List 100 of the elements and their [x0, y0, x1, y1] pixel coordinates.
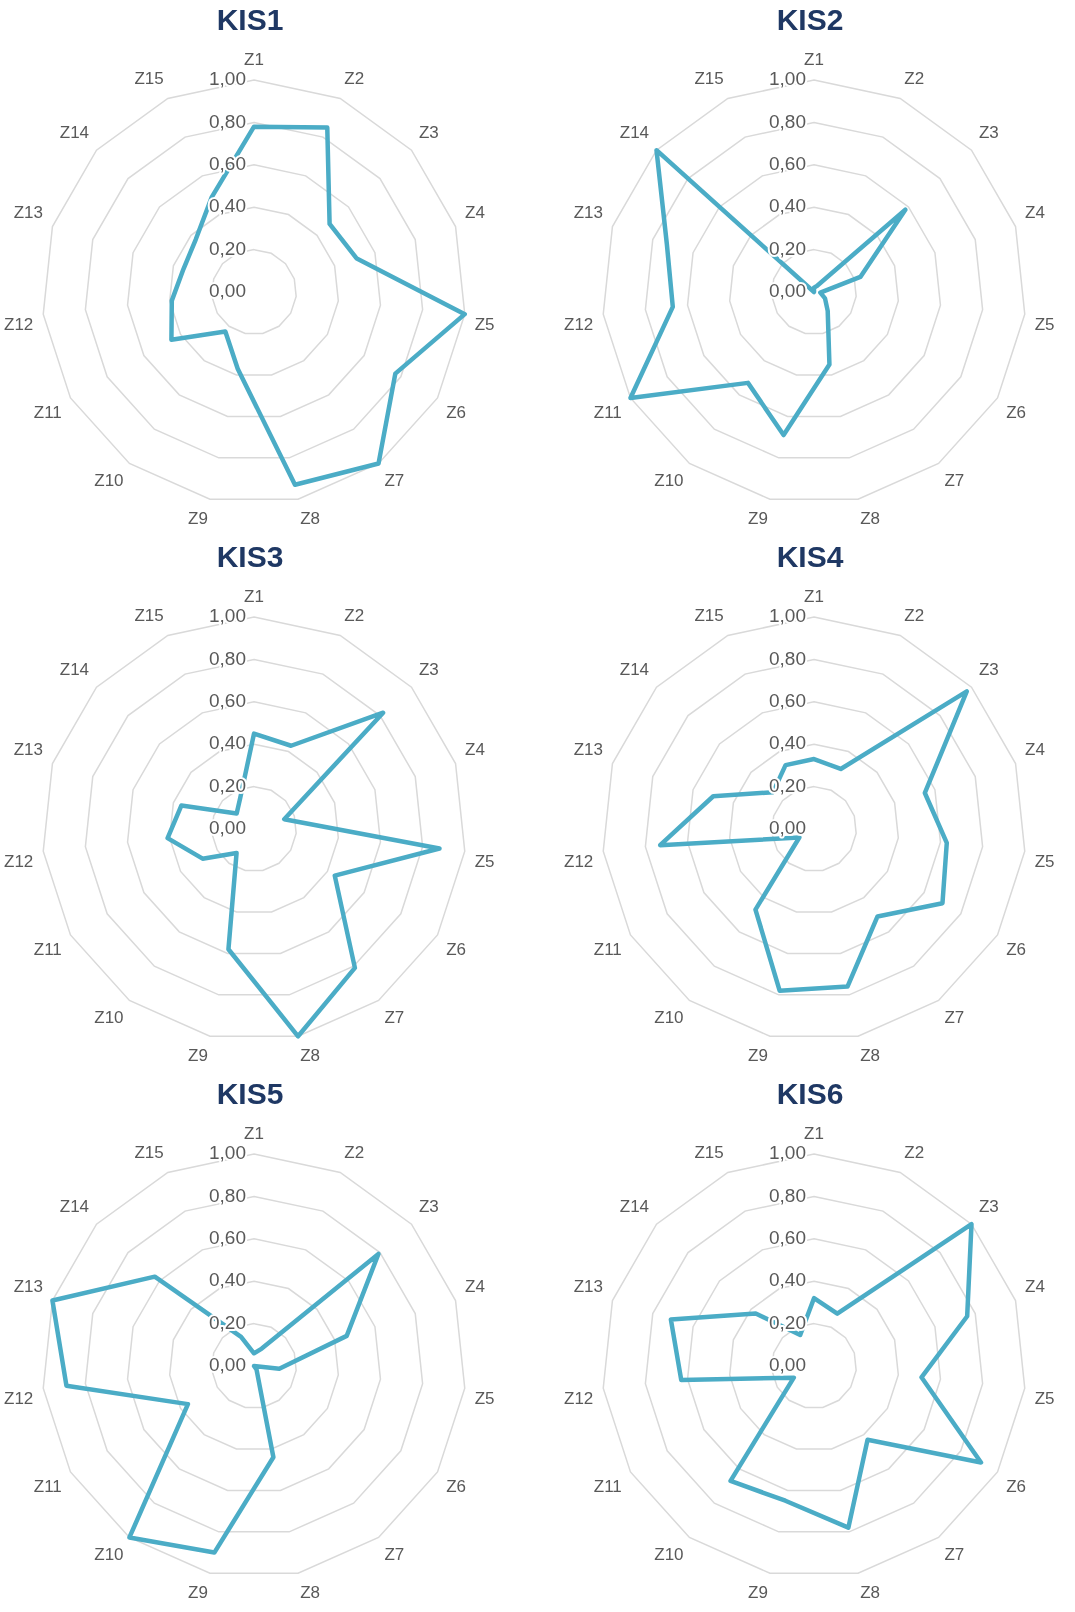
spoke-label: Z13 — [573, 202, 603, 222]
spoke-label: Z1 — [244, 586, 264, 606]
y-tick-label: 1,00 — [209, 68, 246, 90]
spoke-label: Z13 — [13, 739, 43, 759]
spoke-label: Z6 — [446, 1476, 467, 1496]
spoke-label: Z13 — [13, 202, 43, 222]
spoke-label: Z14 — [619, 1196, 650, 1216]
spoke-label: Z8 — [300, 508, 320, 528]
spoke-label: Z15 — [134, 605, 164, 625]
spoke-label: Z14 — [59, 1196, 90, 1216]
spoke-label: Z4 — [1025, 1276, 1045, 1296]
spoke-label: Z11 — [33, 939, 62, 959]
spoke-label: Z9 — [748, 1045, 768, 1065]
spoke-label: Z8 — [300, 1582, 320, 1602]
chart-title: KIS4 — [776, 540, 844, 574]
y-tick-label: 0,00 — [209, 280, 246, 302]
spoke-label: Z13 — [573, 739, 603, 759]
spoke-label: Z2 — [344, 605, 365, 625]
chart-title: KIS5 — [216, 1077, 284, 1111]
y-tick-label: 0,40 — [769, 195, 806, 217]
spoke-label: Z4 — [465, 739, 485, 759]
spoke-label: Z8 — [860, 1045, 880, 1065]
y-tick-label: 0,00 — [209, 1354, 246, 1376]
spoke-label: Z4 — [1025, 202, 1045, 222]
spoke-label: Z5 — [1034, 1389, 1055, 1409]
spoke-label: Z6 — [1006, 1476, 1027, 1496]
spoke-label: Z11 — [33, 1476, 62, 1496]
y-tick-label: 0,40 — [769, 732, 806, 754]
spoke-label: Z12 — [564, 852, 594, 872]
spoke-label: Z6 — [446, 402, 467, 422]
spoke-label: Z2 — [904, 68, 925, 88]
spoke-label: Z2 — [904, 605, 925, 625]
spoke-label: Z12 — [564, 1389, 594, 1409]
spoke-label: Z15 — [134, 68, 164, 88]
y-tick-label: 0,40 — [209, 1269, 246, 1291]
spoke-label: Z5 — [474, 1389, 495, 1409]
spoke-label: Z12 — [564, 315, 594, 335]
y-tick-label: 0,40 — [209, 195, 246, 217]
y-tick-label: 0,40 — [769, 1269, 806, 1291]
spoke-label: Z3 — [418, 659, 439, 679]
y-tick-label: 0,20 — [209, 237, 246, 259]
spoke-label: Z8 — [860, 1582, 880, 1602]
y-tick-label: 0,80 — [209, 110, 246, 132]
spoke-label: Z2 — [344, 1142, 365, 1162]
spoke-label: Z6 — [446, 939, 467, 959]
chart-title: KIS1 — [216, 3, 284, 37]
spoke-label: Z10 — [654, 1545, 684, 1565]
spoke-label: Z15 — [694, 1142, 724, 1162]
spoke-label: Z8 — [300, 1045, 320, 1065]
y-tick-label: 0,60 — [209, 1227, 246, 1249]
spoke-label: Z11 — [33, 402, 62, 422]
spoke-label: Z7 — [944, 1008, 965, 1028]
y-tick-label: 0,80 — [769, 1184, 806, 1206]
chart-title: KIS6 — [776, 1077, 844, 1111]
spoke-label: Z9 — [188, 508, 208, 528]
spoke-label: Z11 — [593, 1476, 622, 1496]
y-tick-label: 1,00 — [769, 605, 806, 627]
y-tick-label: 0,60 — [769, 153, 806, 175]
spoke-label: Z7 — [944, 1545, 965, 1565]
spoke-label: Z10 — [94, 1545, 124, 1565]
y-tick-label: 1,00 — [209, 1142, 246, 1164]
spoke-label: Z2 — [344, 68, 365, 88]
spoke-label: Z5 — [474, 852, 495, 872]
spoke-label: Z10 — [94, 471, 124, 491]
spoke-label: Z9 — [188, 1582, 208, 1602]
spoke-label: Z7 — [384, 471, 405, 491]
spoke-label: Z4 — [465, 202, 485, 222]
y-tick-label: 1,00 — [769, 68, 806, 90]
spoke-label: Z13 — [573, 1276, 603, 1296]
spoke-label: Z8 — [860, 508, 880, 528]
y-tick-label: 0,60 — [209, 690, 246, 712]
spoke-label: Z14 — [59, 122, 90, 142]
spoke-label: Z15 — [134, 1142, 164, 1162]
spoke-label: Z11 — [593, 402, 622, 422]
spoke-label: Z1 — [244, 49, 264, 69]
spoke-label: Z14 — [619, 659, 650, 679]
spoke-label: Z3 — [978, 659, 999, 679]
spoke-label: Z14 — [619, 122, 650, 142]
y-tick-label: 0,20 — [769, 237, 806, 259]
spoke-label: Z7 — [384, 1545, 405, 1565]
spoke-label: Z5 — [1034, 315, 1055, 335]
y-tick-label: 0,00 — [209, 817, 246, 839]
spoke-label: Z12 — [4, 1389, 34, 1409]
y-tick-label: 0,80 — [769, 110, 806, 132]
spoke-label: Z10 — [654, 471, 684, 491]
spoke-label: Z3 — [978, 122, 999, 142]
y-tick-label: 0,80 — [209, 1184, 246, 1206]
spoke-label: Z11 — [593, 939, 622, 959]
spoke-label: Z1 — [244, 1123, 264, 1143]
spoke-label: Z3 — [418, 122, 439, 142]
spoke-label: Z3 — [978, 1196, 999, 1216]
spoke-label: Z15 — [694, 605, 724, 625]
spoke-label: Z3 — [418, 1196, 439, 1216]
spoke-label: Z1 — [804, 1123, 824, 1143]
spoke-label: Z5 — [474, 315, 495, 335]
spoke-label: Z12 — [4, 315, 34, 335]
spoke-label: Z15 — [694, 68, 724, 88]
y-tick-label: 0,80 — [209, 647, 246, 669]
spoke-label: Z6 — [1006, 402, 1027, 422]
y-tick-label: 0,60 — [769, 1227, 806, 1249]
